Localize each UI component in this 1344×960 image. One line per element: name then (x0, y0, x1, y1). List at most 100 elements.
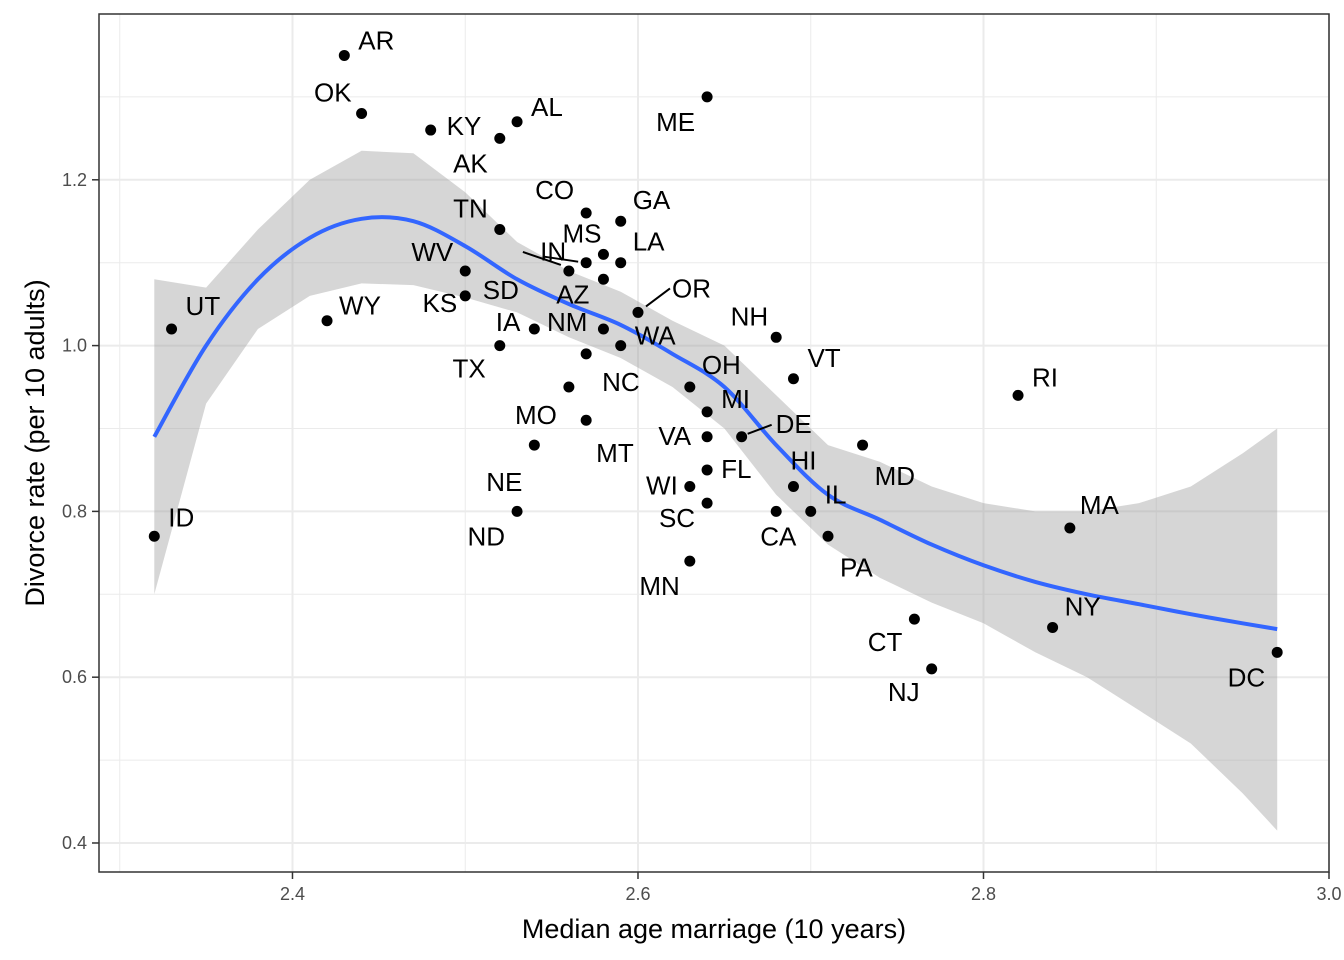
point-in (581, 257, 592, 268)
point-co (581, 207, 592, 218)
point-label-ky: KY (447, 111, 482, 141)
point-ms (598, 249, 609, 260)
y-tick-label: 1.2 (62, 170, 87, 190)
y-tick-label: 0.8 (62, 501, 87, 521)
point-ks (460, 290, 471, 301)
point-tn (494, 224, 505, 235)
point-label-mt: MT (596, 438, 634, 468)
point-nc (581, 348, 592, 359)
point-label-de: DE (776, 409, 812, 439)
point-label-az: AZ (556, 279, 589, 309)
panel-border (99, 14, 1329, 872)
x-tick-label: 3.0 (1316, 884, 1341, 904)
point-label-ks: KS (423, 288, 458, 318)
y-tick-label: 0.4 (62, 833, 87, 853)
point-md (857, 440, 868, 451)
point-label-ga: GA (633, 185, 671, 215)
point-oh (684, 382, 695, 393)
point-al (512, 116, 523, 127)
point-label-ri: RI (1032, 362, 1058, 392)
point-label-nh: NH (731, 301, 769, 331)
point-label-il: IL (825, 479, 847, 509)
point-label-dc: DC (1228, 662, 1266, 692)
point-de (736, 431, 747, 442)
point-la (615, 257, 626, 268)
point-label-wa: WA (635, 321, 677, 351)
point-label-ne: NE (486, 467, 522, 497)
point-wv (460, 265, 471, 276)
point-nm (598, 324, 609, 335)
point-ak (494, 133, 505, 144)
point-ut (166, 324, 177, 335)
point-label-mi: MI (721, 384, 750, 414)
y-axis: 0.4 0.6 0.8 1.0 1.2 (62, 170, 99, 853)
point-label-id: ID (168, 502, 194, 532)
x-tick-label: 2.8 (971, 884, 996, 904)
point-label-fl: FL (721, 454, 751, 484)
point-ar (339, 50, 350, 61)
point-sd (563, 265, 574, 276)
point-label-pa: PA (840, 552, 873, 582)
point-ny (1047, 622, 1058, 633)
point-mi (702, 406, 713, 417)
point-label-ok: OK (314, 77, 352, 107)
point-label-va: VA (658, 421, 691, 451)
point-sc (702, 498, 713, 509)
point-ga (615, 216, 626, 227)
point-ct (909, 614, 920, 625)
x-axis: 2.4 2.6 2.8 3.0 (280, 872, 1342, 904)
point-wi (684, 481, 695, 492)
point-ca (771, 506, 782, 517)
point-wa (615, 340, 626, 351)
point-ok (356, 108, 367, 119)
point-dc (1272, 647, 1283, 658)
point-label-oh: OH (702, 350, 741, 380)
point-nd (512, 506, 523, 517)
x-axis-title: Median age marriage (10 years) (522, 914, 906, 944)
y-tick-label: 1.0 (62, 336, 87, 356)
point-label-wv: WV (411, 237, 454, 267)
minor-gridlines (99, 14, 1329, 872)
point-or (632, 307, 643, 318)
point-il (805, 506, 816, 517)
point-mn (684, 556, 695, 567)
point-pa (823, 531, 834, 542)
point-label-nd: ND (467, 521, 505, 551)
point-label-nj: NJ (888, 677, 920, 707)
point-ri (1013, 390, 1024, 401)
major-gridlines (99, 14, 1329, 872)
point-label-tn: TN (453, 194, 488, 224)
point-label-nm: NM (547, 307, 587, 337)
point-label-ut: UT (186, 291, 221, 321)
point-ia (529, 324, 540, 335)
point-va (702, 431, 713, 442)
point-label-nc: NC (602, 367, 640, 397)
point-label-wy: WY (339, 291, 381, 321)
point-hi (788, 481, 799, 492)
point-ne (529, 440, 540, 451)
point-label-ms: MS (562, 218, 601, 248)
point-id (149, 531, 160, 542)
point-nj (926, 663, 937, 674)
point-label-al: AL (531, 92, 563, 122)
point-label-ma: MA (1080, 490, 1120, 520)
point-label-mo: MO (515, 400, 557, 430)
point-label-sc: SC (659, 503, 695, 533)
point-label-ct: CT (868, 627, 903, 657)
point-ky (425, 125, 436, 136)
point-label-la: LA (633, 227, 665, 257)
point-wy (322, 315, 333, 326)
point-label-in: IN (540, 237, 566, 267)
point-me (702, 91, 713, 102)
point-label-mn: MN (639, 571, 679, 601)
point-label-ia: IA (496, 307, 521, 337)
point-label-sd: SD (483, 275, 519, 305)
x-tick-label: 2.4 (280, 884, 305, 904)
point-label-tx: TX (453, 354, 486, 384)
point-mo (563, 382, 574, 393)
point-label-co: CO (535, 175, 574, 205)
leader-line-or (646, 288, 670, 306)
point-label-hi: HI (790, 446, 816, 476)
point-label-me: ME (656, 107, 695, 137)
point-label-ar: AR (358, 25, 394, 55)
